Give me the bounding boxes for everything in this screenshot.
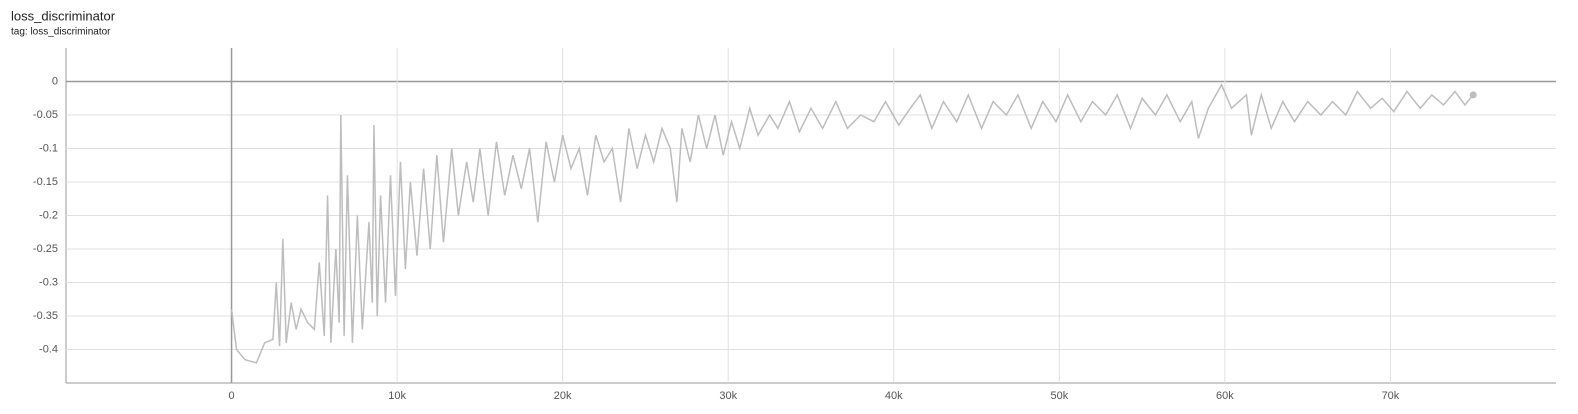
y-tick-label: -0.35 bbox=[33, 310, 58, 322]
x-tick-label: 70k bbox=[1382, 390, 1400, 402]
x-tick-label: 0 bbox=[228, 390, 234, 402]
data-line bbox=[230, 83, 1474, 364]
y-tick-label: -0.15 bbox=[33, 176, 58, 188]
x-tick-label: 50k bbox=[1050, 390, 1068, 402]
chart-title: loss_discriminator bbox=[11, 8, 116, 23]
x-tick-label: 20k bbox=[554, 390, 572, 402]
x-tick-label: 60k bbox=[1216, 390, 1234, 402]
x-tick-label: 10k bbox=[388, 390, 406, 402]
x-tick-label: 30k bbox=[719, 390, 737, 402]
x-tick-label: 40k bbox=[885, 390, 903, 402]
y-tick-label: -0.25 bbox=[33, 243, 58, 255]
end-point bbox=[1469, 91, 1477, 99]
y-tick-label: -0.2 bbox=[39, 209, 58, 221]
chart-subtitle: tag: loss_discriminator bbox=[11, 27, 111, 38]
y-tick-label: 0 bbox=[52, 75, 58, 87]
y-tick-label: -0.05 bbox=[33, 109, 58, 121]
y-tick-label: -0.1 bbox=[39, 142, 58, 154]
y-tick-label: -0.4 bbox=[39, 343, 58, 355]
y-tick-label: -0.3 bbox=[39, 276, 58, 288]
